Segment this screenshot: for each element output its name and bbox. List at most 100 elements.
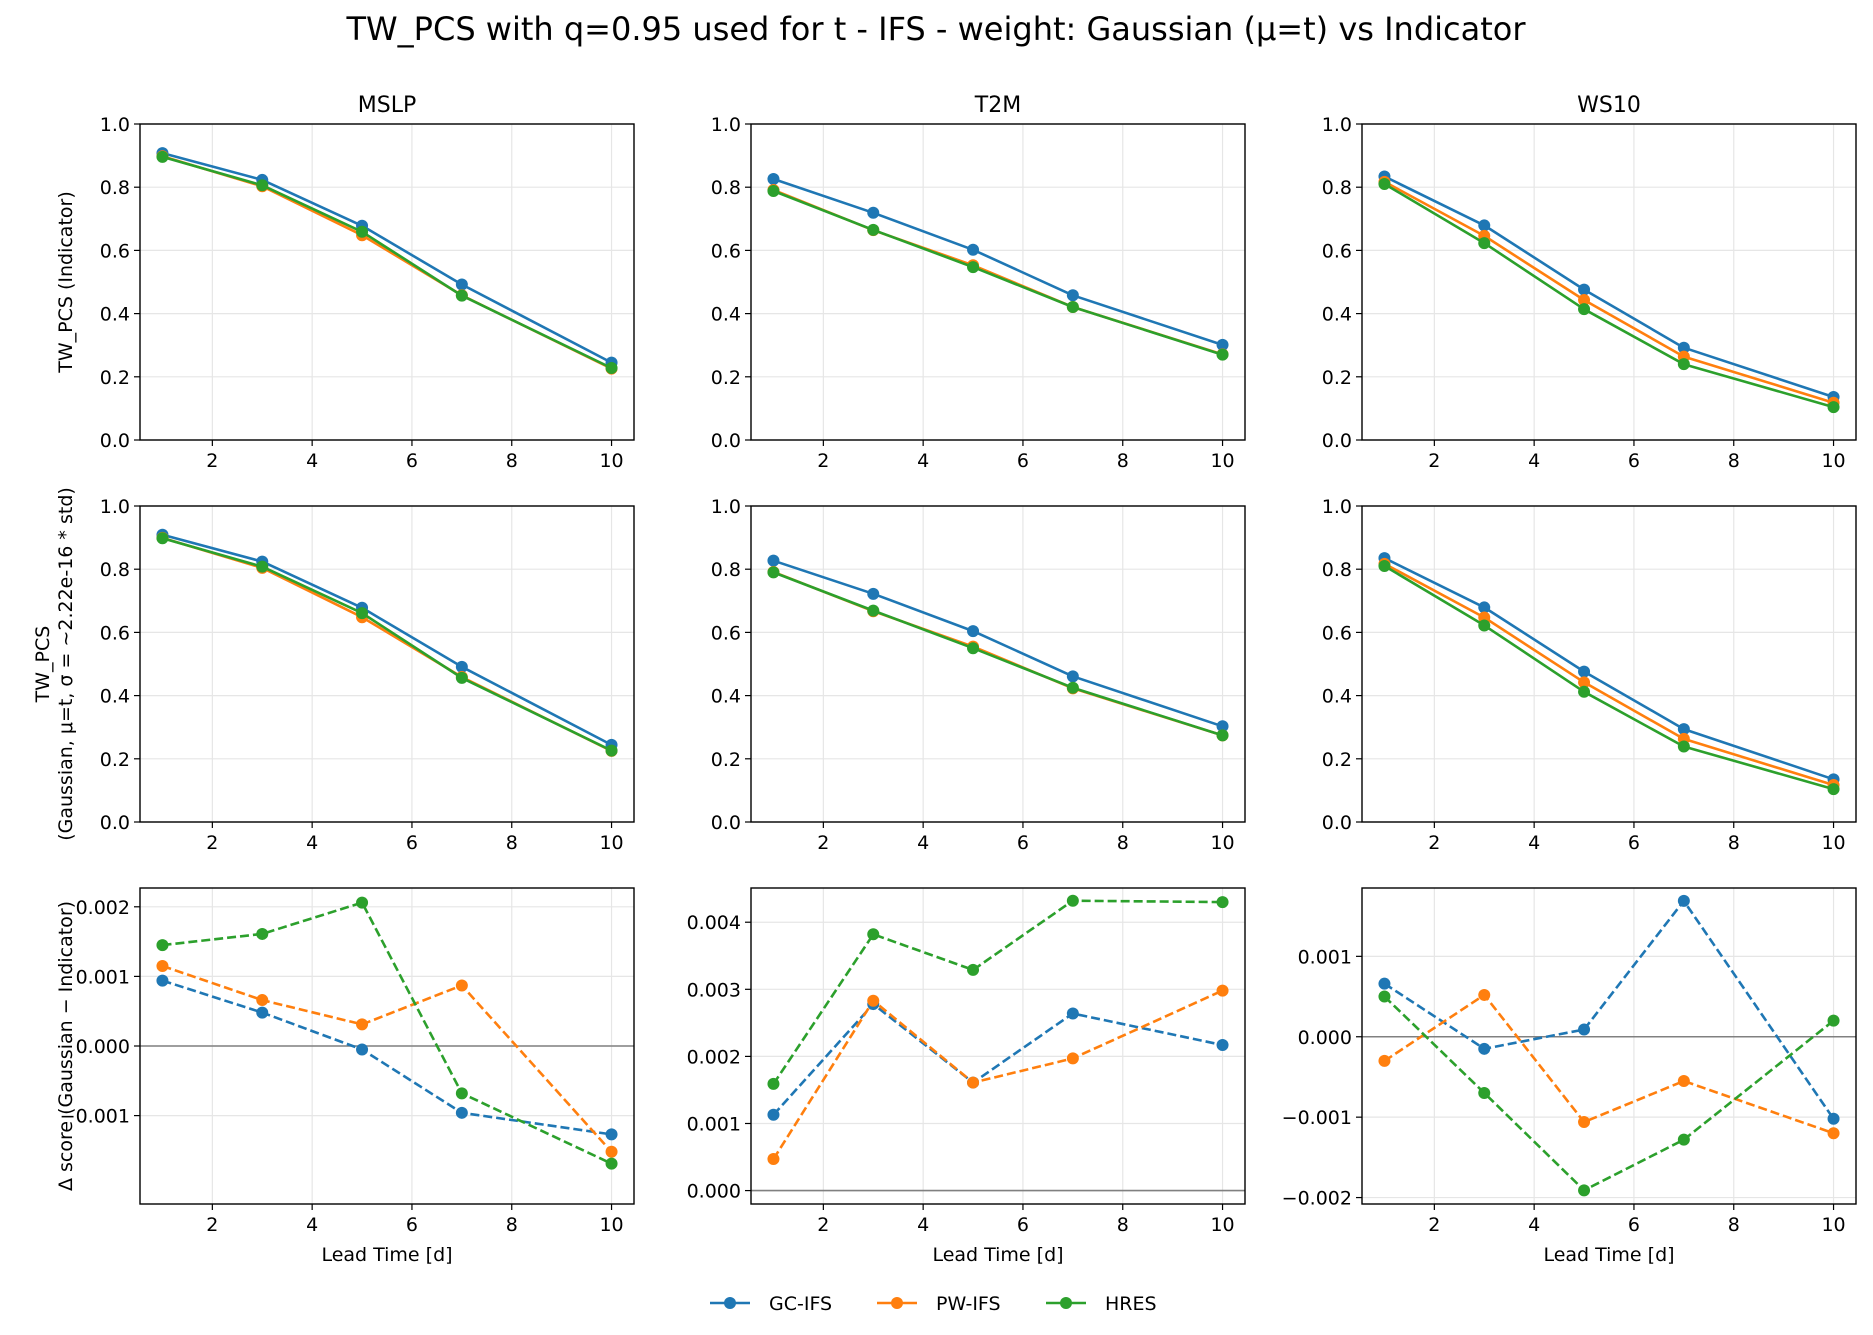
y-tick-label: 0.6 (711, 240, 741, 262)
data-point-pw-ifs (1578, 294, 1591, 307)
data-point-hres (356, 607, 369, 620)
data-point-hres (1677, 1133, 1690, 1146)
data-point-gc-ifs (1066, 1007, 1079, 1020)
data-point-hres (867, 604, 880, 617)
data-point-pw-ifs (1827, 1127, 1840, 1140)
y-tick-label: 0.001 (687, 1113, 741, 1135)
data-point-hres (1478, 619, 1491, 632)
legend-item-pw-ifs: PW-IFS (877, 1293, 1001, 1315)
y-tick-label: 1.0 (100, 496, 130, 518)
data-point-gc-ifs (1677, 341, 1690, 354)
data-point-hres (455, 671, 468, 684)
y-tick-label: 0.6 (1322, 240, 1352, 262)
data-point-hres (967, 642, 980, 655)
data-point-pw-ifs (156, 959, 169, 972)
x-tick-label: 6 (406, 1214, 418, 1236)
plot-frame (1361, 887, 1857, 1205)
x-tick-label: 4 (1528, 450, 1540, 472)
data-point-hres (1066, 300, 1079, 313)
x-tick-label: 10 (599, 450, 623, 472)
subplot-r0c2: 2 4 6 8 10 0.0 0.2 0.4 0.6 0.8 1.0 WS10 (1322, 93, 1857, 472)
data-point-hres (1216, 729, 1229, 742)
data-point-hres (1677, 740, 1690, 753)
y-tick-label: 1.0 (711, 496, 741, 518)
y-axis-label: (Gaussian, μ=t, σ = ~2.22e-16 * std) (55, 487, 77, 841)
x-tick-label: 4 (306, 1214, 318, 1236)
data-point-hres (1066, 681, 1079, 694)
figure-title: TW_PCS with q=0.95 used for t - IFS - we… (345, 10, 1526, 48)
y-tick-label: 0.4 (100, 686, 130, 708)
subplot-title: WS10 (1577, 93, 1641, 118)
y-tick-label: 1.0 (1322, 114, 1352, 136)
x-tick-label: 4 (306, 450, 318, 472)
legend-label: PW-IFS (936, 1293, 1001, 1315)
data-point-gc-ifs (1478, 219, 1491, 232)
x-tick-label: 4 (306, 832, 318, 854)
subplot-r0c0: 2 4 6 8 10 0.0 0.2 0.4 0.6 0.8 1.0 MSLP TW_PCS (Indi… (55, 93, 635, 472)
data-point-hres (1478, 237, 1491, 250)
data-point-gc-ifs (1216, 1038, 1229, 1051)
x-tick-label: 2 (206, 450, 218, 472)
data-point-hres (1578, 1184, 1591, 1197)
x-axis-label: Lead Time [d] (1543, 1244, 1674, 1266)
data-point-hres (455, 289, 468, 302)
x-tick-label: 8 (506, 1214, 518, 1236)
x-tick-label: 10 (1821, 832, 1845, 854)
y-tick-label: 0.0 (711, 812, 741, 834)
x-tick-label: 2 (817, 450, 829, 472)
data-point-gc-ifs (967, 625, 980, 638)
data-point-hres (1478, 1087, 1491, 1100)
y-tick-label: 0.001 (76, 966, 130, 988)
x-tick-label: 2 (1428, 450, 1440, 472)
x-tick-label: 6 (406, 832, 418, 854)
data-point-hres (1677, 358, 1690, 371)
plot-frame (139, 123, 635, 441)
y-tick-label: 0.2 (711, 749, 741, 771)
x-tick-label: 10 (599, 1214, 623, 1236)
y-tick-label: 0.2 (711, 367, 741, 389)
data-point-hres (1216, 348, 1229, 361)
data-point-hres (1827, 783, 1840, 796)
data-point-gc-ifs (767, 554, 780, 567)
y-tick-label: 0.4 (711, 686, 741, 708)
subplot-r2c1: 2 4 6 8 10 0.000 0.001 0.002 0.003 0.004 Lead Time… (687, 887, 1246, 1266)
y-tick-label: 0.000 (76, 1036, 130, 1058)
x-tick-label: 4 (1528, 832, 1540, 854)
x-tick-label: 4 (917, 450, 929, 472)
plot-frame (139, 505, 635, 823)
x-tick-label: 8 (1117, 450, 1129, 472)
data-point-hres (1578, 685, 1591, 698)
y-tick-label: 0.2 (100, 749, 130, 771)
data-point-hres (605, 361, 618, 374)
x-tick-label: 6 (1628, 450, 1640, 472)
data-point-pw-ifs (1478, 988, 1491, 1001)
data-point-hres (605, 744, 618, 757)
y-tick-label: 0.0 (100, 812, 130, 834)
data-point-hres (1378, 560, 1391, 573)
subplot-r2c0: 2 4 6 8 10 −0.001 0.000 0.001 0.002 Lead Time [d]… (55, 887, 635, 1266)
x-tick-label: 4 (917, 832, 929, 854)
data-point-gc-ifs (455, 660, 468, 673)
y-tick-label: 0.000 (687, 1181, 741, 1203)
panels: 2 4 6 8 10 0.0 0.2 0.4 0.6 0.8 1.0 MSLP TW_PCS (Indi… (32, 93, 1857, 1266)
data-point-gc-ifs (1578, 1023, 1591, 1036)
y-tick-label: 0.003 (687, 979, 741, 1001)
data-point-hres (256, 560, 269, 573)
y-tick-label: 0.0 (1322, 812, 1352, 834)
data-point-gc-ifs (1216, 338, 1229, 351)
data-point-hres (967, 963, 980, 976)
data-point-gc-ifs (455, 278, 468, 291)
y-tick-label: 0.8 (711, 559, 741, 581)
legend: GC-IFS PW-IFS HRES (710, 1293, 1157, 1315)
series-line-hres (772, 899, 1223, 1085)
y-tick-label: 0.000 (1298, 1027, 1352, 1049)
y-axis-label: TW_PCS (32, 626, 54, 704)
data-point-gc-ifs (455, 1106, 468, 1119)
data-point-pw-ifs (867, 994, 880, 1007)
subplot-r1c2: 2 4 6 8 10 0.0 0.2 0.4 0.6 0.8 1.0 (1322, 496, 1857, 854)
y-tick-label: 0.8 (100, 177, 130, 199)
subplot-r1c0: 2 4 6 8 10 0.0 0.2 0.4 0.6 0.8 1.0 TW_PCS (Gaussian,… (32, 487, 635, 854)
y-tick-label: 0.4 (100, 304, 130, 326)
y-tick-label: 0.4 (711, 304, 741, 326)
